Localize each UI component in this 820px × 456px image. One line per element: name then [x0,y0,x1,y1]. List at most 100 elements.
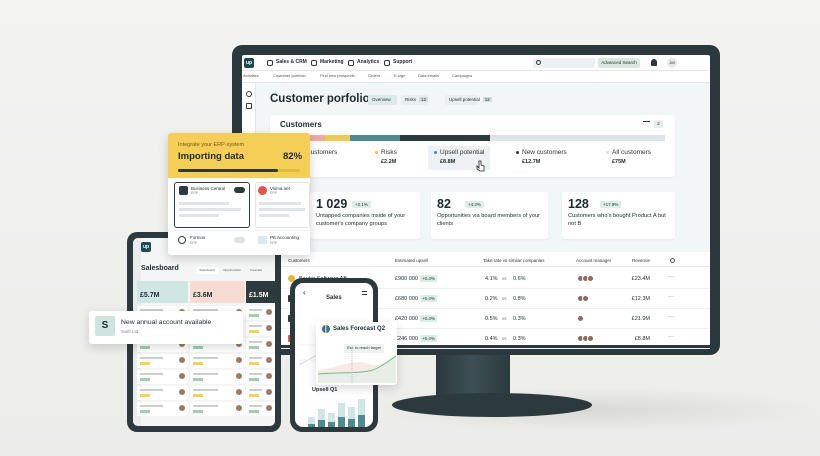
deal-line [193,405,218,407]
upsell-value: £420 000 [395,316,418,322]
deal-line [249,309,263,311]
filter-icon[interactable] [643,121,650,128]
cursor-graphic [476,160,485,172]
progress-fill [178,169,279,172]
tablet-tab[interactable]: Forecast [250,268,262,272]
phone-menu[interactable] [362,291,367,295]
revenue: £8.8M [634,336,650,342]
deal-tag [249,394,259,397]
segment-value: £75M [612,159,626,165]
phone-title: Sales [326,295,342,301]
deal-line [249,341,263,343]
erp-card-selected[interactable] [174,182,250,228]
segment-bar [490,135,665,141]
row-divider [280,308,710,309]
logo: up [244,58,254,68]
menu-icon [311,60,317,66]
deal-avatar [266,373,272,379]
tab-label: Upsell potential [449,97,480,102]
subnav-item[interactable]: E-sign [394,73,406,78]
take-rate: 4.1% [485,276,498,282]
erp-type: ERP [190,241,198,245]
tablet-tab[interactable]: Salesboard [196,267,218,274]
subnav-item[interactable]: Activities [243,73,259,78]
placeholder-line [259,208,305,211]
forecast-chart [317,350,397,383]
settings-icon[interactable] [670,258,675,263]
tablet-tab[interactable]: Opportunities [223,268,241,272]
subnav-item[interactable]: Find new prospects [320,73,355,78]
similar-rate: 0.6% [513,276,526,282]
segment-dot [434,151,437,154]
deal-avatar [179,341,185,347]
tablet-title: Salesboard [141,265,179,272]
deal-tag [193,394,203,397]
erp-card[interactable] [255,182,310,228]
stat-change: +2.1% [352,201,371,209]
row-menu[interactable]: ··· [668,274,674,280]
menu-item[interactable]: Analytics [357,59,380,65]
bell-icon[interactable] [651,59,657,66]
placeholder-line [179,202,229,205]
similar-rate: 0.8% [513,296,526,302]
menu-item[interactable]: Sales & CRM [276,59,307,65]
manager-avatar [587,275,594,282]
tab[interactable]: Risks 12 [401,95,429,105]
subnav-item[interactable]: Orders [368,73,381,78]
menu-item[interactable]: Support [393,59,413,65]
erp-icon [178,236,186,244]
sidebar-icon[interactable] [246,103,252,109]
erp-toggle[interactable] [234,237,245,243]
avatar[interactable]: JM [667,58,677,68]
search-box[interactable] [533,58,595,68]
segment-dot [375,151,378,154]
segment-label[interactable]: Customers [306,149,338,156]
subnav-item[interactable]: Customer portfolio [273,73,306,78]
segment-bar [325,135,350,141]
erp-name: Business Central [191,186,226,191]
manager-avatar [582,295,589,302]
tab[interactable]: Upsell potential 12 [445,95,492,105]
sidebar-icon[interactable] [246,91,252,97]
stat-value: 82 [437,197,451,211]
tab[interactable]: Overview [368,95,397,105]
deal-avatar [266,325,272,331]
deal-avatar [266,357,272,363]
row-menu[interactable]: ··· [668,294,674,300]
deal-avatar [179,357,185,363]
tab-count: 12 [419,97,429,103]
deal-line [249,357,263,359]
back-button[interactable]: ‹ [303,288,306,297]
row-divider [280,348,710,349]
subnav-item[interactable]: Campaigns [452,73,473,78]
row-menu[interactable]: ··· [668,314,674,320]
stat-change: +4.2% [465,201,484,209]
row-menu[interactable]: ··· [668,334,674,340]
segment-label[interactable]: All customers [612,149,652,156]
deal-tag [140,378,150,381]
upsell-change: +0.4% [420,335,437,343]
subnav-item[interactable]: Data emails [418,73,440,78]
card-title: Customers [280,120,322,129]
deal-tag [193,362,203,365]
segment-label[interactable]: Upsell potential [440,149,485,156]
erp-type: ERP [191,191,199,195]
table-header: Account manager [576,258,612,263]
search-icon [536,60,541,65]
cursor [476,159,486,172]
deal-tag [140,362,150,365]
erp-toggle[interactable] [234,187,245,193]
similar-rate: 0.3% [513,316,526,322]
segment-label[interactable]: Risks [381,149,397,156]
deal-tag [249,410,259,413]
erp-type: ERP [270,241,278,245]
segment-label[interactable]: New customers [522,149,567,156]
tab-label: Risks [405,97,416,102]
deal-line [193,389,218,391]
segment-bar [350,135,400,141]
monitor-neck [436,352,510,400]
advanced-search-button[interactable]: Advanced Search [598,58,640,68]
menu-item[interactable]: Marketing [320,59,344,65]
notification-icon: S [95,316,115,336]
deal-tag [140,394,150,397]
